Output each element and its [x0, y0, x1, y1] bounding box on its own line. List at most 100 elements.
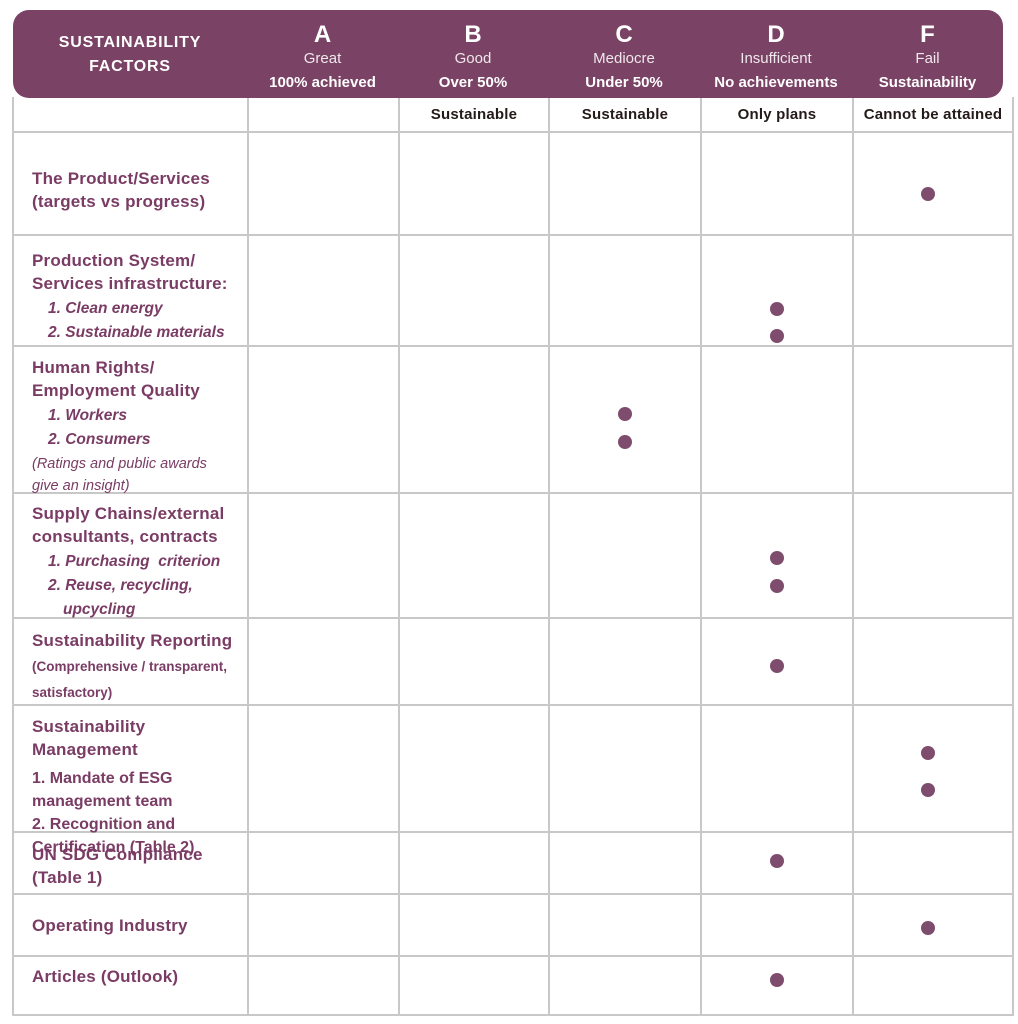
grade-meaning-A: Great — [303, 50, 342, 67]
grade-cell-operating-industry-D — [702, 895, 854, 957]
factor-sublist-sustainability-management: 1. Mandate of ESG management team 2. Recog… — [32, 767, 241, 859]
factor-title-line: Human Rights/ — [32, 358, 155, 377]
grade-cell-operating-industry-B — [400, 895, 550, 957]
factor-title-operating-industry: Operating Industry — [32, 914, 188, 937]
factor-items-production-system: 1. Clean energy 2. Sustainable materials — [32, 297, 241, 345]
rating-dot — [618, 407, 632, 421]
factor-title-line: Employment Quality — [32, 381, 200, 400]
grade-letter-F: F — [920, 21, 935, 48]
factor-note-line: (Comprehensive / transparent, — [32, 659, 228, 674]
grade-cell-supply-chains-D — [702, 494, 854, 619]
factor-notes-sustainability-reporting: (Comprehensive / transparent, satisfactor… — [32, 656, 241, 704]
grade-cell-human-rights-B — [400, 347, 550, 494]
grade-status-F: Cannot be attained — [863, 105, 1003, 123]
grade-cell-articles-B — [400, 957, 550, 1016]
grade-criteria-B: Over 50% — [438, 74, 508, 91]
factor-title-line: (Table 1) — [32, 868, 103, 887]
grade-cell-production-system-D — [702, 236, 854, 347]
grade-status-cell-A — [249, 97, 400, 133]
grade-cell-articles-D — [702, 957, 854, 1016]
grade-cell-production-system-A — [249, 236, 400, 347]
factor-title-line: Supply Chains/external — [32, 504, 225, 523]
table-title-line-1: SUSTAINABILITY — [58, 34, 202, 51]
status-row-label-cell — [14, 97, 249, 133]
factor-item-line: 1. Clean energy — [48, 300, 163, 317]
grade-cell-sustainability-reporting-D — [702, 619, 854, 706]
grade-cell-un-sdg-B — [400, 833, 550, 895]
factor-title-line: The Product/Services — [32, 169, 210, 188]
grade-cell-human-rights-D — [702, 347, 854, 494]
grade-cell-operating-industry-F — [854, 895, 1014, 957]
grade-cell-sustainability-management-B — [400, 706, 550, 833]
factor-sublist-line: Certification (Table 2) — [32, 839, 195, 856]
factor-label-operating-industry: Operating Industry — [14, 895, 249, 957]
rating-dot — [770, 854, 784, 868]
rating-dot — [770, 329, 784, 343]
grade-cell-un-sdg-D — [702, 833, 854, 895]
factor-label-sustainability-reporting: Sustainability Reporting (Comprehensive /… — [14, 619, 249, 706]
factor-sublist-line: management team — [32, 793, 173, 810]
table-title-line-2: FACTORS — [89, 58, 171, 75]
grade-cell-supply-chains-C — [550, 494, 702, 619]
rating-dot — [618, 435, 632, 449]
factor-item-line: upcycling — [63, 601, 136, 618]
grade-cell-operating-industry-A — [249, 895, 400, 957]
grade-column-header-A: A Great 100% achieved — [247, 10, 398, 98]
grade-status-cell-F: Cannot be attained — [854, 97, 1014, 133]
factor-note-line: satisfactory) — [32, 685, 113, 700]
factor-title-articles: Articles (Outlook) — [32, 965, 241, 988]
grade-cell-supply-chains-F — [854, 494, 1014, 619]
grade-cell-sustainability-management-C — [550, 706, 702, 833]
factor-items-supply-chains: 1. Purchasing criterion 2. Reuse, recycli… — [32, 550, 241, 622]
factor-note-line: (Ratings and public awards — [32, 456, 207, 472]
grade-cell-product-services-B — [400, 133, 550, 236]
grade-cell-articles-F — [854, 957, 1014, 1016]
table-title: SUSTAINABILITY FACTORS — [13, 10, 247, 98]
grade-cell-supply-chains-B — [400, 494, 550, 619]
factor-items-human-rights: 1. Workers 2. Consumers — [32, 404, 241, 452]
grade-cell-product-services-F — [854, 133, 1014, 236]
grade-status-C: Sustainable — [581, 105, 669, 123]
grade-cell-articles-C — [550, 957, 702, 1016]
factor-label-sustainability-management: Sustainability Management 1. Mandate of E… — [14, 706, 249, 856]
rating-dot — [770, 579, 784, 593]
factor-title-sustainability-reporting: Sustainability Reporting — [32, 629, 241, 652]
grade-letter-B: B — [464, 21, 482, 48]
grade-cell-production-system-B — [400, 236, 550, 347]
grade-column-header-D: D Insufficient No achievements — [700, 10, 852, 98]
grade-criteria-A: 100% achieved — [269, 74, 376, 91]
grade-status-cell-B: Sustainable — [400, 97, 550, 133]
grade-cell-human-rights-C — [550, 347, 702, 494]
factor-item-line: 1. Purchasing criterion — [48, 553, 221, 570]
factor-label-human-rights: Human Rights/Employment Quality 1. Worker… — [14, 347, 249, 494]
rating-dot — [921, 187, 935, 201]
grade-cell-sustainability-management-F — [854, 706, 1014, 833]
grade-meaning-F: Fail — [915, 50, 940, 67]
factor-title-product-services: The Product/Services (targets vs progress… — [32, 167, 241, 213]
factor-title-line: (targets vs progress) — [32, 192, 206, 211]
grade-cell-production-system-C — [550, 236, 702, 347]
grade-cell-sustainability-management-A — [249, 706, 400, 833]
factor-title-line: Production System/ — [32, 251, 196, 270]
rating-grid: Sustainable Sustainable Only plans Cannot b… — [12, 97, 1014, 1016]
rating-dot — [770, 659, 784, 673]
grade-status-D: Only plans — [737, 105, 817, 123]
factor-sublist-line: 2. Recognition and — [32, 816, 176, 833]
grade-cell-product-services-C — [550, 133, 702, 236]
factor-label-articles: Articles (Outlook) — [14, 957, 249, 1016]
rating-dot — [921, 921, 935, 935]
factor-item-line: 2. Consumers — [48, 431, 151, 448]
grade-column-header-F: F Fail Sustainability — [852, 10, 1003, 98]
grade-cell-sustainability-reporting-B — [400, 619, 550, 706]
grade-cell-sustainability-reporting-F — [854, 619, 1014, 706]
factor-title-line: Articles (Outlook) — [32, 967, 179, 986]
grade-status-cell-C: Sustainable — [550, 97, 702, 133]
grade-column-header-B: B Good Over 50% — [398, 10, 548, 98]
factor-title-line: UN SDG Compliance — [32, 845, 203, 864]
grade-cell-human-rights-F — [854, 347, 1014, 494]
grade-meaning-C: Mediocre — [593, 50, 655, 67]
factor-item-line: 2. Reuse, recycling, — [48, 577, 193, 594]
rating-dot — [921, 746, 935, 760]
grade-cell-sustainability-management-D — [702, 706, 854, 833]
